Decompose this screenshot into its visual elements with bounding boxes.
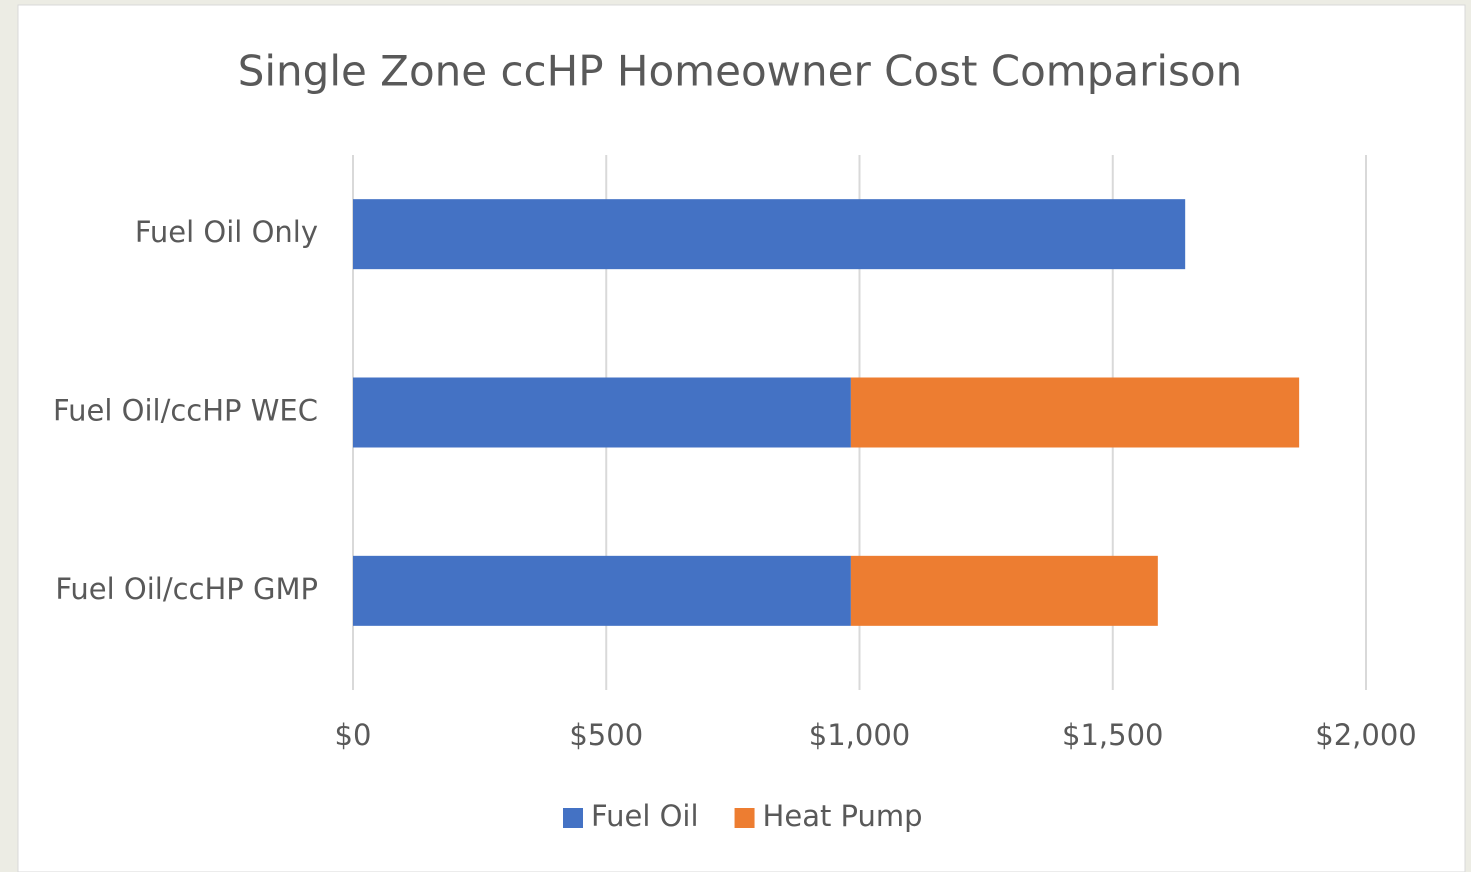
x-tick-label: $0 bbox=[335, 718, 372, 752]
y-tick-label: Fuel Oil/ccHP GMP bbox=[55, 572, 318, 606]
legend-label: Heat Pump bbox=[763, 799, 923, 833]
x-tick-label: $2,000 bbox=[1315, 718, 1416, 752]
bar-segment bbox=[353, 377, 851, 448]
x-tick-label: $1,500 bbox=[1062, 718, 1163, 752]
bar-segment bbox=[353, 199, 1186, 270]
x-tick-label: $1,000 bbox=[809, 718, 910, 752]
bar-segment bbox=[850, 555, 1158, 626]
legend-swatch bbox=[734, 808, 755, 828]
chart-title: Single Zone ccHP Homeowner Cost Comparis… bbox=[238, 47, 1243, 96]
legend-label: Fuel Oil bbox=[591, 799, 699, 833]
bar-segment bbox=[850, 377, 1300, 448]
bar-segment bbox=[353, 555, 851, 626]
legend-swatch bbox=[563, 808, 583, 828]
y-tick-label: Fuel Oil Only bbox=[135, 215, 318, 249]
y-tick-label: Fuel Oil/ccHP WEC bbox=[53, 394, 318, 428]
x-tick-label: $500 bbox=[569, 718, 643, 752]
